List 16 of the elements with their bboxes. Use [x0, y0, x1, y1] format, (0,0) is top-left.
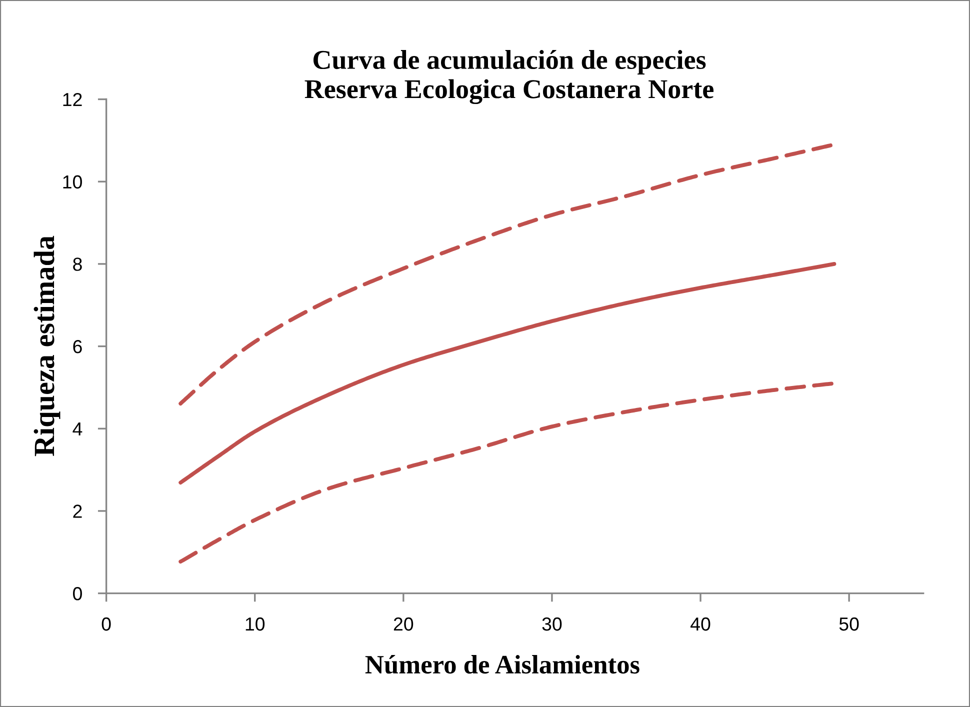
x-axis-title: Número de Aislamientos	[365, 655, 640, 674]
y-tick-label: 2	[73, 504, 82, 518]
y-tick-label: 0	[73, 587, 82, 600]
x-tick-label: 20	[394, 617, 414, 631]
chart-title: Curva de acumulación de especies Reserva Ecologica Costanera Norte	[304, 50, 714, 104]
y-axis-title: Riqueza estimada	[34, 236, 60, 456]
x-tick-label: 50	[839, 617, 859, 631]
x-tick-label: 10	[246, 617, 265, 631]
x-tick-label: 30	[542, 617, 562, 631]
y-tick-label: 8	[73, 258, 82, 271]
x-tick-label: 40	[690, 617, 710, 631]
y-tick-label: 12	[63, 92, 82, 106]
y-tick-label: 6	[73, 340, 82, 354]
x-tick-label: 0	[102, 617, 111, 631]
y-tick-label: 4	[72, 422, 82, 436]
y-tick-label: 10	[63, 175, 82, 189]
